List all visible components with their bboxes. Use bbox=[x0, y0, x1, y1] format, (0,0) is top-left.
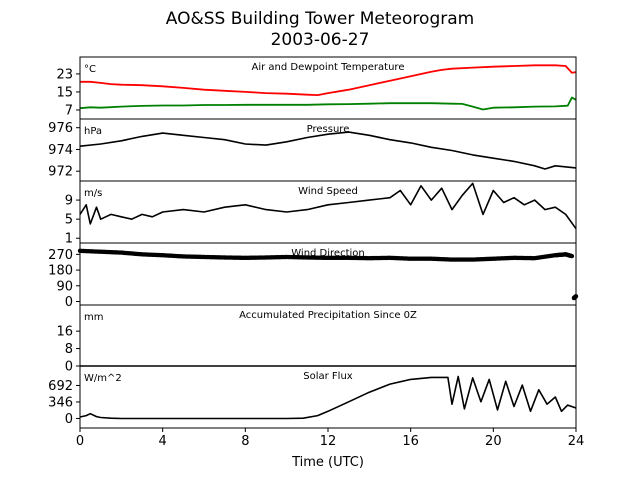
panel-unit: °C bbox=[84, 64, 96, 75]
panel-title: Wind Speed bbox=[298, 186, 358, 197]
y-tick-label: 8 bbox=[65, 342, 73, 357]
panel-unit: W/m^2 bbox=[84, 373, 122, 384]
x-tick-label: 12 bbox=[320, 434, 337, 449]
y-tick-label: 23 bbox=[56, 67, 73, 82]
panel-title: Air and Dewpoint Temperature bbox=[252, 62, 405, 73]
x-tick-label: 4 bbox=[159, 434, 167, 449]
series-line-solar-0 bbox=[79, 375, 577, 420]
series-line-temp-1 bbox=[79, 96, 577, 111]
x-tick-label: 8 bbox=[241, 434, 249, 449]
y-tick-label: 180 bbox=[48, 264, 73, 279]
data-point bbox=[569, 253, 575, 259]
figure-title: AO&SS Building Tower Meteorogram bbox=[166, 9, 474, 29]
x-axis-label: Time (UTC) bbox=[291, 455, 364, 470]
y-tick-label: 270 bbox=[48, 248, 73, 263]
panel-title: Pressure bbox=[307, 124, 350, 135]
y-tick-label: 976 bbox=[48, 121, 73, 136]
x-tick-label: 0 bbox=[76, 434, 84, 449]
x-axis: 0 4 8 12 16 20 24 bbox=[76, 428, 584, 449]
y-tick-label: 90 bbox=[56, 279, 73, 294]
panel-title: Wind Direction bbox=[291, 248, 365, 259]
y-tick-label: 0 bbox=[65, 295, 73, 310]
x-tick-label: 20 bbox=[485, 434, 502, 449]
y-tick-label: 346 bbox=[48, 395, 73, 410]
panel-precip: 0 8 16 Accumulated Precipitation Since 0Z mm bbox=[56, 304, 577, 375]
panel-title: Solar Flux bbox=[303, 371, 353, 382]
y-tick-label: 7 bbox=[65, 103, 73, 118]
series-wind_dir-0 bbox=[77, 248, 579, 301]
panel-title: Accumulated Precipitation Since 0Z bbox=[239, 310, 417, 321]
panel-temp: 7 15 23 Air and Dewpoint Temperature °C bbox=[56, 56, 577, 120]
x-tick-label: 24 bbox=[568, 434, 585, 449]
y-tick-label: 1 bbox=[65, 232, 73, 247]
y-tick-label: 0 bbox=[65, 360, 73, 375]
panel-unit: mm bbox=[84, 312, 103, 323]
y-tick-label: 16 bbox=[56, 325, 73, 340]
y-tick-label: 5 bbox=[65, 213, 73, 228]
panel-unit: m/s bbox=[84, 188, 102, 199]
panel-wind_speed: 1 5 9 Wind Speed m/s bbox=[65, 180, 577, 247]
y-tick-label: 692 bbox=[48, 379, 73, 394]
series-line-wind_speed-0 bbox=[79, 182, 577, 230]
series-line-pressure-0 bbox=[79, 131, 577, 170]
y-tick-label: 0 bbox=[65, 412, 73, 427]
series-line-temp-0 bbox=[80, 64, 577, 96]
y-tick-label: 972 bbox=[48, 165, 73, 180]
panel-unit: hPa bbox=[84, 126, 102, 137]
y-tick-label: 15 bbox=[56, 85, 73, 100]
figure-subtitle: 2003-06-27 bbox=[271, 30, 370, 50]
y-tick-label: 974 bbox=[48, 143, 73, 158]
panel-pressure: 972 974 976 Pressure hPa bbox=[48, 118, 577, 182]
y-tick-label: 9 bbox=[65, 194, 73, 209]
x-tick-label: 16 bbox=[402, 434, 419, 449]
